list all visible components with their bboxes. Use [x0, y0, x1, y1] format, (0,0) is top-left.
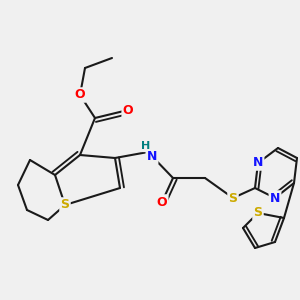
Text: S: S: [229, 191, 238, 205]
Text: O: O: [75, 88, 85, 101]
Text: N: N: [270, 191, 280, 205]
Text: N: N: [253, 157, 263, 169]
Text: S: S: [254, 206, 262, 220]
Text: O: O: [123, 103, 133, 116]
Text: O: O: [157, 196, 167, 208]
Text: H: H: [141, 141, 151, 151]
Text: N: N: [147, 151, 157, 164]
Text: S: S: [61, 199, 70, 212]
